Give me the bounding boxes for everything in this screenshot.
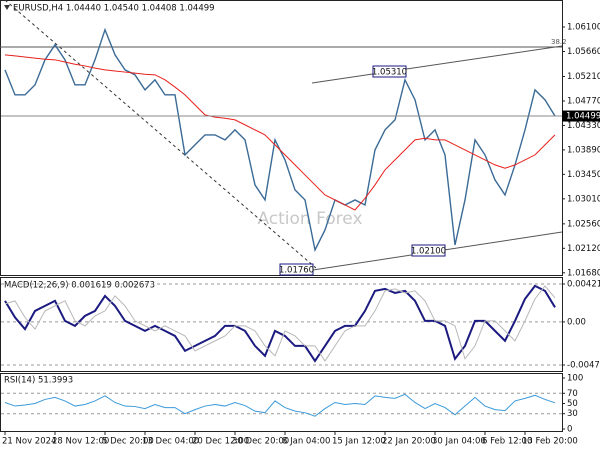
- fib-label: 38.2: [551, 38, 567, 46]
- y-tick-label: 1.03450: [567, 170, 600, 180]
- channel-line: [311, 45, 563, 84]
- y-tick-label: 30: [567, 409, 578, 419]
- x-tick-label: 5 Dec 20:00: [102, 437, 154, 447]
- rsi-title: RSI(14) 51.3993: [4, 376, 73, 386]
- annotation-box: [372, 65, 407, 78]
- macd-title: MACD(12,26,9) 0.001619 0.002673: [4, 281, 155, 291]
- x-tick-label: 13 Dec 04:00: [142, 437, 199, 447]
- x-tick-label: 22 Jan 20:00: [382, 437, 436, 447]
- annotation: 1.05310: [372, 68, 407, 78]
- current-price-label: 1.04499: [566, 112, 600, 122]
- y-tick-label: 1.04770: [567, 96, 600, 106]
- y-tick-label: 1.05660: [567, 47, 600, 57]
- x-tick-label: 21 Nov 2024: [2, 437, 56, 447]
- series-line: [4, 284, 556, 363]
- header-icon: [4, 5, 10, 10]
- annotation: 1.02100: [411, 247, 446, 257]
- y-tick-label: 0.00: [567, 317, 586, 327]
- annotation-box: [279, 263, 314, 276]
- series-line: [4, 393, 556, 417]
- annotation: 1.01760: [279, 266, 314, 276]
- y-tick-label: 70: [567, 389, 578, 399]
- series-line: [4, 54, 556, 211]
- y-tick-label: 1.03890: [567, 145, 600, 155]
- trend-line: [4, 0, 317, 269]
- x-tick-label: 8 Jan 04:00: [282, 437, 330, 447]
- x-tick-label: 28 Nov 12:00: [52, 437, 109, 447]
- x-tick-label: 30 Dec 20:00: [232, 437, 289, 447]
- y-tick-label: 0: [567, 425, 572, 435]
- annotation-box: [411, 244, 446, 257]
- price-panel: [0, 0, 563, 276]
- y-tick-label: -0.004794: [567, 361, 600, 371]
- y-tick-label: 1.02560: [567, 219, 600, 229]
- x-tick-label: 20 Dec 12:00: [192, 437, 249, 447]
- y-tick-label: 1.05210: [567, 72, 600, 82]
- chart-title: EURUSD,H4 1.04440 1.04540 1.04408 1.0449…: [13, 4, 215, 14]
- y-tick-label: 1.03010: [567, 194, 600, 204]
- y-tick-label: 100: [567, 374, 583, 384]
- y-tick-label: 1.04330: [567, 121, 600, 131]
- y-tick-label: 50: [567, 399, 578, 409]
- x-tick-label: 30 Jan 04:00: [432, 437, 486, 447]
- y-tick-label: 1.02120: [567, 244, 600, 254]
- y-tick-label: 1.01680: [567, 268, 600, 278]
- watermark: Action Forex: [257, 209, 362, 229]
- y-tick-label: 1.06100: [567, 23, 600, 33]
- series-line: [4, 285, 556, 362]
- x-tick-label: 6 Feb 12:00: [482, 437, 532, 447]
- macd-panel: [0, 277, 563, 372]
- y-tick-label: 0.004212: [567, 280, 600, 290]
- x-tick-label: 15 Jan 12:00: [332, 437, 386, 447]
- current-price-box: [562, 110, 600, 122]
- x-tick-label: 13 Feb 20:00: [522, 437, 578, 447]
- rsi-panel: [0, 373, 563, 432]
